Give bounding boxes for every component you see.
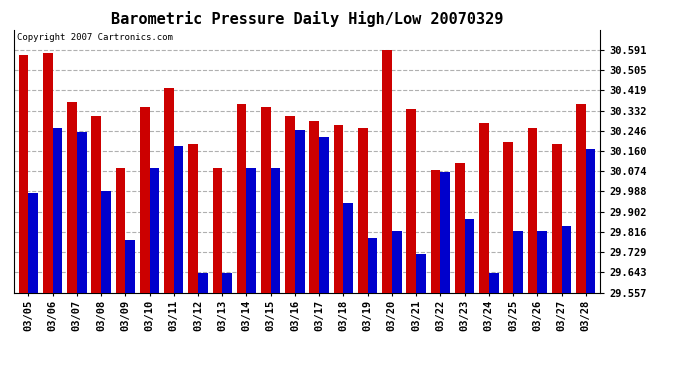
Bar [368, 238, 377, 292]
Bar [552, 144, 562, 292]
Bar [140, 106, 150, 292]
Bar [77, 132, 86, 292]
Bar [126, 240, 135, 292]
Bar [464, 219, 474, 292]
Bar [358, 128, 368, 292]
Bar [198, 273, 208, 292]
Bar [431, 170, 440, 292]
Bar [164, 88, 174, 292]
Text: Copyright 2007 Cartronics.com: Copyright 2007 Cartronics.com [17, 33, 172, 42]
Bar [285, 116, 295, 292]
Bar [344, 203, 353, 292]
Bar [382, 50, 392, 292]
Bar [261, 106, 270, 292]
Title: Barometric Pressure Daily High/Low 20070329: Barometric Pressure Daily High/Low 20070… [111, 12, 503, 27]
Bar [43, 53, 52, 292]
Bar [319, 137, 329, 292]
Bar [406, 109, 416, 292]
Bar [270, 168, 280, 292]
Bar [504, 142, 513, 292]
Bar [295, 130, 304, 292]
Bar [116, 168, 126, 292]
Bar [28, 194, 38, 292]
Bar [188, 144, 198, 292]
Bar [528, 128, 538, 292]
Bar [562, 226, 571, 292]
Bar [222, 273, 232, 292]
Bar [440, 172, 450, 292]
Bar [538, 231, 547, 292]
Bar [174, 147, 184, 292]
Bar [52, 128, 62, 292]
Bar [513, 231, 523, 292]
Bar [334, 125, 344, 292]
Bar [416, 254, 426, 292]
Bar [67, 102, 77, 292]
Bar [479, 123, 489, 292]
Bar [489, 273, 498, 292]
Bar [150, 168, 159, 292]
Bar [310, 121, 319, 292]
Bar [91, 116, 101, 292]
Bar [586, 149, 595, 292]
Bar [237, 104, 246, 292]
Bar [246, 168, 256, 292]
Bar [576, 104, 586, 292]
Bar [101, 191, 110, 292]
Bar [455, 163, 464, 292]
Bar [392, 231, 402, 292]
Bar [213, 168, 222, 292]
Bar [19, 55, 28, 292]
